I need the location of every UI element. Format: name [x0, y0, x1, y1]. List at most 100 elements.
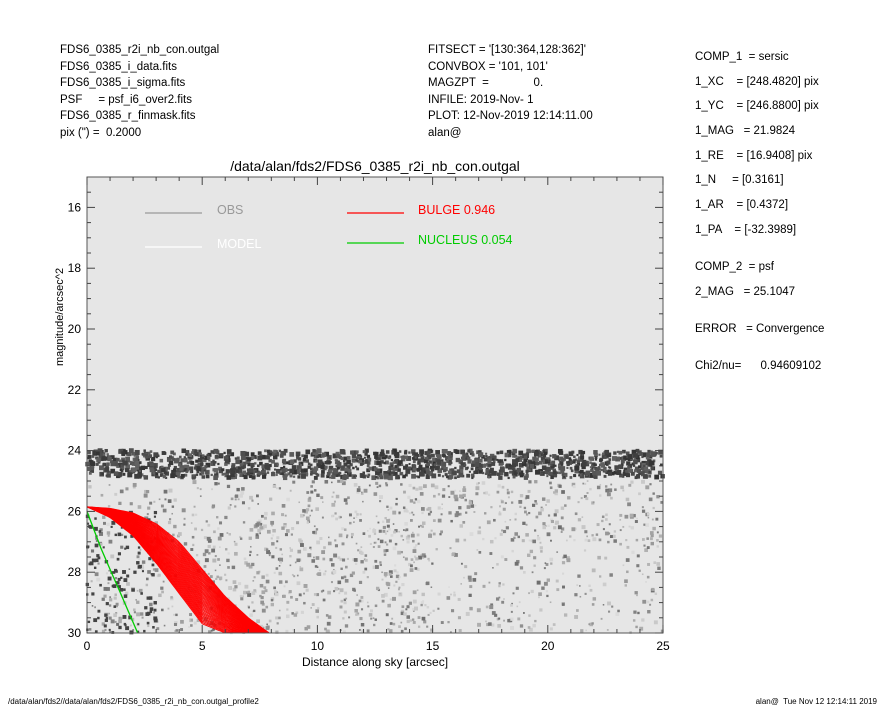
obs-point: [488, 581, 491, 584]
obs-point: [504, 520, 507, 523]
obs-point: [107, 456, 112, 462]
obs-point: [203, 565, 207, 568]
obs-point: [500, 555, 504, 559]
obs-point: [482, 464, 486, 468]
obs-point: [404, 627, 407, 631]
obs-point: [372, 546, 375, 549]
obs-point: [276, 622, 279, 625]
obs-point: [137, 623, 140, 626]
obs-point: [103, 624, 107, 628]
obs-point: [108, 539, 113, 544]
obs-point: [161, 468, 166, 473]
obs-point: [141, 570, 144, 573]
obs-point: [334, 544, 339, 548]
obs-point: [137, 565, 141, 569]
obs-point: [102, 463, 106, 467]
obs-point: [533, 556, 537, 560]
obs-point: [108, 612, 111, 615]
obs-point: [221, 473, 225, 476]
obs-point: [183, 468, 187, 471]
obs-point: [446, 596, 451, 600]
obs-point: [322, 589, 325, 592]
obs-point: [137, 505, 142, 509]
obs-point: [251, 499, 254, 502]
obs-point: [488, 470, 493, 474]
obs-point: [412, 486, 416, 490]
obs-point: [349, 463, 353, 467]
obs-point: [205, 474, 210, 479]
obs-point: [106, 587, 110, 591]
obs-point: [224, 515, 228, 520]
obs-point: [201, 475, 206, 479]
obs-point: [331, 495, 334, 498]
obs-point: [298, 501, 301, 504]
obs-point: [278, 487, 282, 490]
obs-point: [579, 595, 582, 598]
obs-point: [242, 470, 247, 475]
obs-point: [113, 613, 117, 617]
obs-point: [281, 513, 285, 517]
obs-point: [194, 452, 199, 457]
obs-point: [503, 619, 505, 622]
obs-point: [157, 469, 161, 474]
obs-point: [513, 469, 518, 474]
obs-point: [525, 463, 529, 468]
obs-point: [234, 505, 237, 508]
obs-point: [462, 488, 467, 492]
obs-point: [412, 539, 415, 543]
obs-point: [509, 518, 512, 521]
obs-point: [250, 462, 255, 468]
obs-point: [286, 461, 290, 465]
obs-point: [374, 604, 378, 608]
obs-point: [628, 483, 632, 487]
obs-point: [647, 562, 651, 566]
obs-point: [139, 549, 142, 551]
obs-point: [102, 515, 106, 519]
obs-point: [303, 547, 307, 551]
obs-point: [293, 475, 296, 478]
obs-point: [238, 460, 243, 464]
obs-point: [378, 463, 383, 467]
obs-point: [601, 452, 605, 456]
obs-point: [296, 581, 301, 586]
obs-point: [539, 546, 543, 550]
obs-point: [339, 605, 343, 609]
obs-point: [355, 613, 358, 616]
obs-point: [132, 457, 137, 462]
obs-point: [586, 535, 588, 538]
obs-point: [420, 507, 425, 511]
obs-point: [510, 617, 514, 621]
obs-point: [119, 489, 124, 494]
obs-point: [179, 455, 182, 459]
obs-point: [144, 516, 149, 521]
obs-point: [546, 499, 550, 503]
obs-point: [498, 617, 501, 620]
obs-point: [531, 449, 535, 453]
obs-point: [281, 504, 286, 508]
obs-point: [563, 458, 566, 461]
obs-point: [389, 466, 392, 469]
obs-point: [264, 449, 267, 453]
obs-point: [580, 629, 584, 633]
obs-point: [224, 472, 230, 478]
obs-point: [566, 556, 570, 560]
obs-point: [423, 459, 428, 464]
obs-point: [253, 589, 257, 592]
obs-point: [289, 459, 295, 465]
fit-parameter-line: 1_YC = [246.8800] pix: [695, 100, 819, 113]
obs-point: [581, 516, 584, 518]
obs-point: [557, 448, 563, 454]
obs-point: [523, 506, 527, 510]
obs-point: [402, 455, 405, 458]
obs-point: [562, 572, 565, 575]
obs-point: [404, 529, 407, 532]
obs-point: [161, 465, 164, 469]
obs-point: [620, 463, 624, 466]
obs-point: [512, 449, 517, 454]
obs-point: [565, 539, 568, 542]
obs-point: [151, 573, 155, 577]
obs-point: [287, 469, 290, 472]
obs-point: [615, 612, 620, 617]
obs-point: [483, 491, 486, 495]
obs-point: [416, 533, 420, 537]
